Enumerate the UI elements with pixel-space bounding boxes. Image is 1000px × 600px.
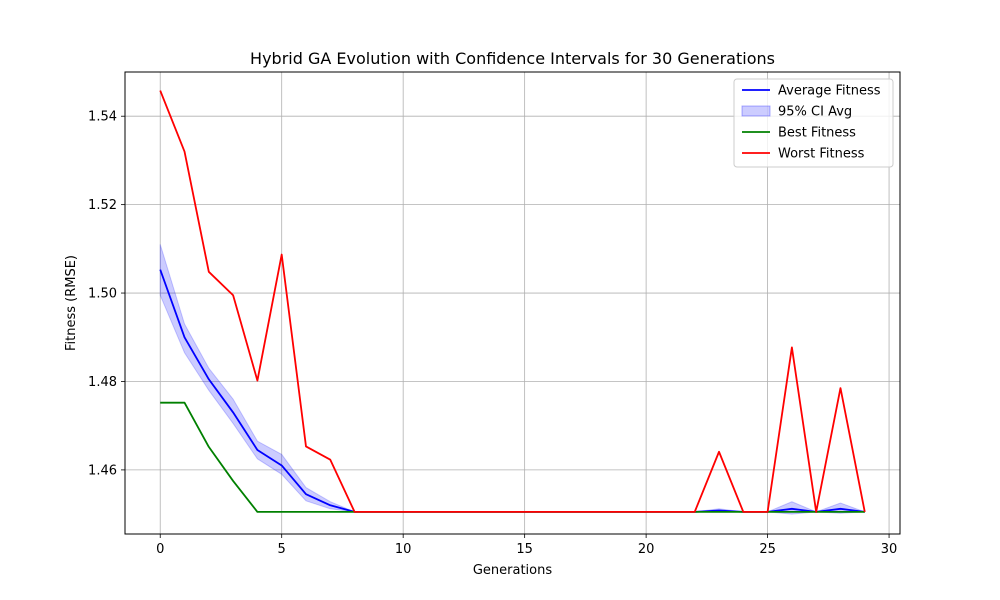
y-tick-label: 1.48: [88, 375, 117, 390]
legend-box: [733, 78, 894, 168]
y-axis-title: Fitness (RMSE): [64, 255, 79, 351]
x-tick-label: 20: [638, 542, 655, 557]
legend-label: Best Fitness: [778, 126, 856, 141]
legend-label: Worst Fitness: [778, 147, 865, 162]
legend: Average Fitness 95% CI Avg Best Fitness Wor…: [733, 78, 894, 168]
x-tick-label: 10: [395, 542, 412, 557]
x-axis-title: Generations: [473, 563, 553, 578]
y-axis-ticks: 1.46 1.48 1.50 1.52 1.54: [88, 110, 125, 478]
chart-title: Hybrid GA Evolution with Confidence Inte…: [250, 49, 775, 68]
x-tick-label: 30: [881, 542, 898, 557]
legend-items: Average Fitness 95% CI Avg Best Fitness Wor…: [741, 84, 881, 162]
x-axis-ticks: 0 5 10 15 20 25 30: [156, 534, 897, 557]
y-tick-label: 1.52: [88, 198, 117, 213]
x-tick-label: 25: [759, 542, 776, 557]
series-lines-layer: [159, 90, 866, 513]
x-tick-label: 5: [278, 542, 286, 557]
worst-fitness-line: [159, 90, 866, 513]
plot-area: [124, 71, 901, 535]
legend-label: Average Fitness: [778, 84, 881, 99]
y-tick-label: 1.54: [88, 110, 117, 125]
x-tick-label: 0: [156, 542, 164, 557]
legend-swatch-band: [741, 105, 771, 117]
y-tick-label: 1.46: [88, 463, 117, 478]
x-tick-label: 15: [516, 542, 533, 557]
y-tick-label: 1.50: [88, 287, 117, 302]
grid-lines: [125, 72, 900, 534]
plot-frame: [124, 71, 901, 535]
legend-label: 95% CI Avg: [778, 105, 852, 120]
